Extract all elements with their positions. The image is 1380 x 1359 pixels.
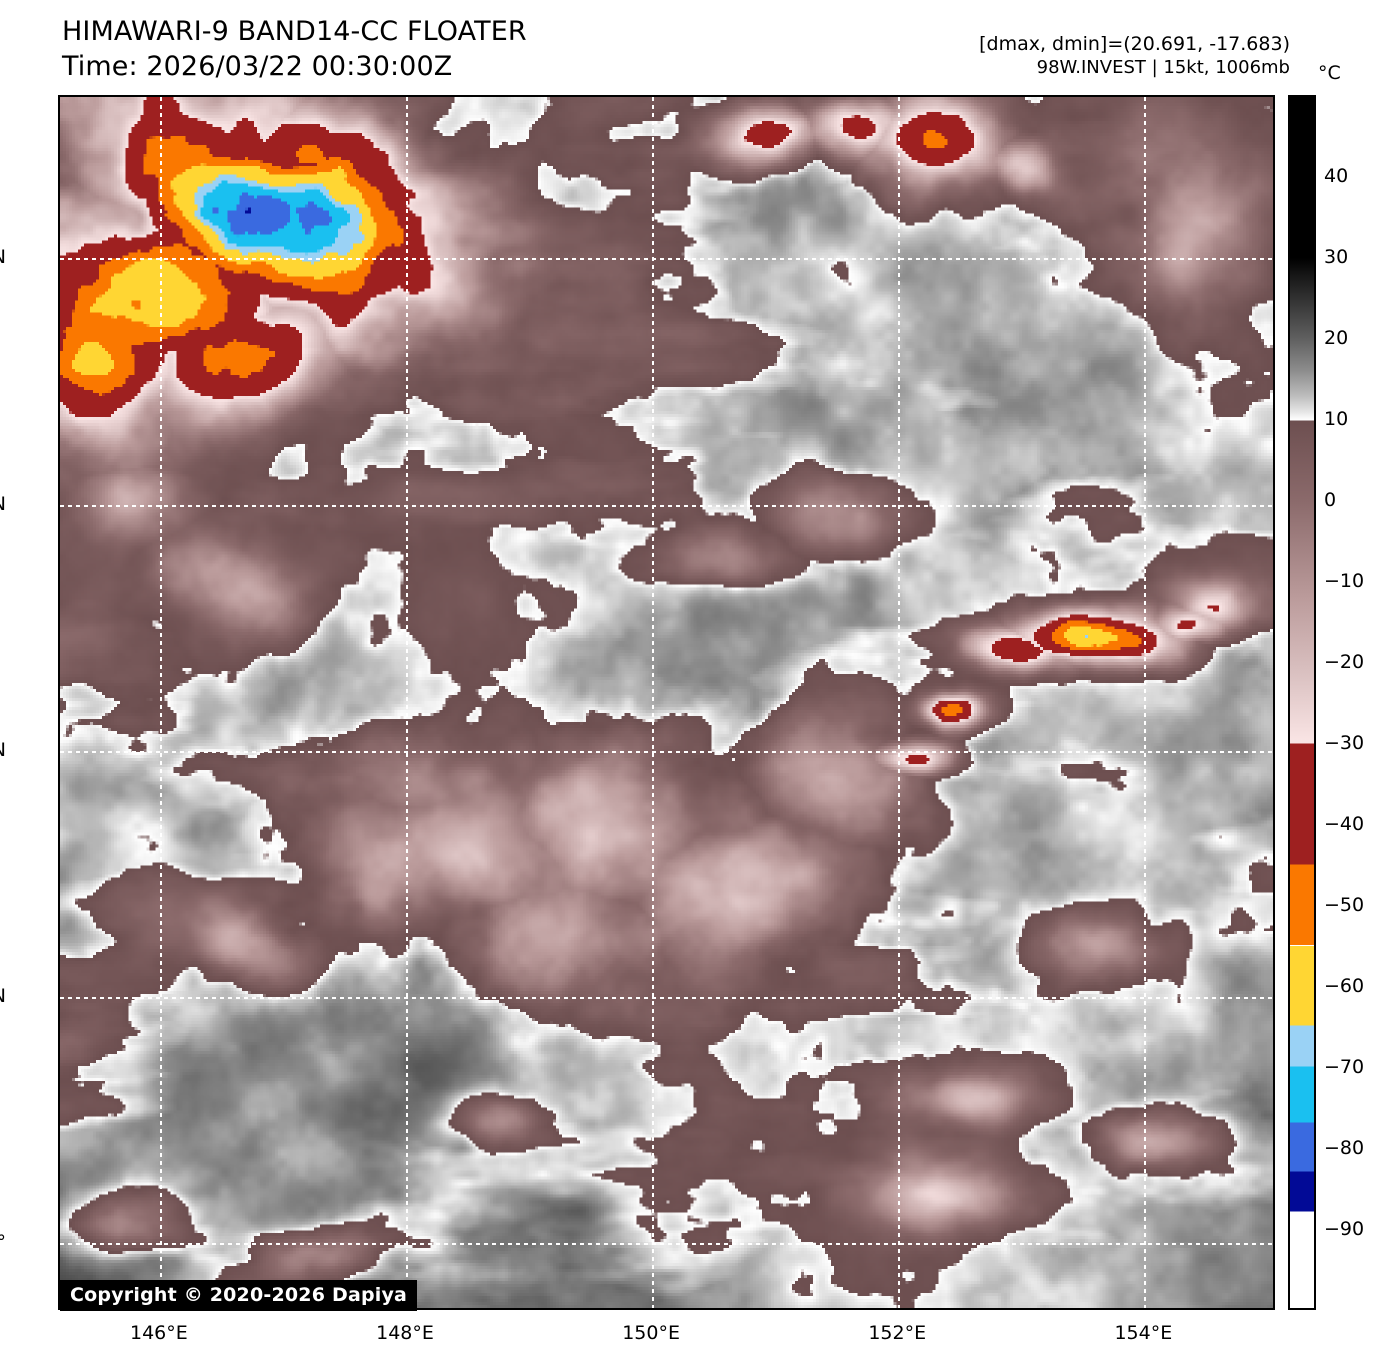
colorbar-tick-label: −90 (1324, 1218, 1365, 1240)
colorbar-tick-label: −10 (1324, 570, 1365, 592)
temperature-colorbar[interactable] (1288, 95, 1316, 1310)
colorbar-segment (1290, 1066, 1314, 1123)
colorbar-tick-label: 40 (1324, 165, 1349, 187)
longitude-tick-label: 148°E (376, 1322, 434, 1344)
colorbar-segment (1290, 864, 1314, 945)
satellite-imagery (60, 97, 1273, 1308)
timestamp: Time: 2026/03/22 00:30:00Z (62, 51, 453, 82)
colorbar-tick-label: 0 (1324, 489, 1337, 511)
colorbar-segment (1290, 1211, 1314, 1308)
latitude-tick-label: 4°N (0, 739, 6, 761)
longitude-tick-label: 154°E (1114, 1322, 1173, 1344)
latitude-tick-label: 6°N (0, 493, 6, 515)
colorbar-segment (1290, 945, 1314, 1026)
colorbar-segment (1290, 1171, 1314, 1212)
colorbar-segment (1290, 420, 1314, 501)
colorbar-segment (1290, 274, 1314, 307)
satellite-image-plot[interactable] (58, 95, 1275, 1310)
colorbar-segment (1290, 743, 1314, 864)
colorbar-segment (1290, 742, 1314, 744)
storm-info: 98W.INVEST | 15kt, 1006mb (1036, 57, 1290, 78)
metadata-block: [dmax, dmin]=(20.691, -17.683) 98W.INVES… (979, 32, 1290, 80)
colorbar-tick-label: −20 (1324, 651, 1365, 673)
colorbar-segment (1290, 1065, 1314, 1067)
colorbar-segment (1290, 395, 1314, 412)
colorbar-segment (1290, 944, 1314, 946)
colorbar-segment (1290, 258, 1314, 275)
colorbar-segment (1290, 678, 1314, 743)
colorbar-tick-label: −80 (1324, 1137, 1365, 1159)
colorbar-segment (1290, 597, 1314, 679)
colorbar-segment (1290, 339, 1314, 372)
colorbar-tick-label: −50 (1324, 894, 1365, 916)
colorbar-tick-label: 20 (1324, 327, 1349, 349)
colorbar-segment (1290, 97, 1314, 259)
colorbar-tick-label: −60 (1324, 975, 1365, 997)
colorbar-segment (1290, 1122, 1314, 1124)
colorbar-segment (1290, 1211, 1314, 1212)
latitude-tick-label: 8°N (0, 246, 6, 268)
satellite-canvas (60, 97, 1273, 1308)
colorbar-tick-label: −40 (1324, 813, 1365, 835)
colorbar-segment (1290, 371, 1314, 396)
colorbar-unit-label: °C (1318, 62, 1341, 84)
colorbar-tick-label: 30 (1324, 246, 1349, 268)
latitude-tick-label: 0° (0, 1231, 6, 1254)
longitude-tick-label: 150°E (622, 1322, 680, 1344)
colorbar-tick-label: −70 (1324, 1056, 1365, 1078)
copyright-watermark: Copyright © 2020-2026 Dapiya (60, 1280, 418, 1311)
title-block: HIMAWARI-9 BAND14-CC FLOATER Time: 2026/… (62, 14, 527, 84)
colorbar-segment (1290, 1026, 1314, 1066)
colorbar-segment (1290, 411, 1314, 420)
latitude-tick-label: 2°N (0, 985, 6, 1007)
colorbar-tick-label: 10 (1324, 408, 1349, 430)
colorbar-segment (1290, 306, 1314, 340)
colorbar-segment (1290, 863, 1314, 865)
colorbar-tick-label: −30 (1324, 732, 1365, 754)
colorbar-segment (1290, 1025, 1314, 1027)
colorbar-segment (1290, 1123, 1314, 1171)
page-title: HIMAWARI-9 BAND14-CC FLOATER (62, 16, 527, 47)
colorbar-segment (1290, 419, 1314, 421)
colorbar-segment (1290, 1170, 1314, 1172)
longitude-tick-label: 152°E (868, 1322, 927, 1344)
colorbar-segment (1290, 500, 1314, 598)
longitude-tick-label: 146°E (130, 1322, 188, 1344)
dmax-dmin-readout: [dmax, dmin]=(20.691, -17.683) (979, 33, 1290, 55)
